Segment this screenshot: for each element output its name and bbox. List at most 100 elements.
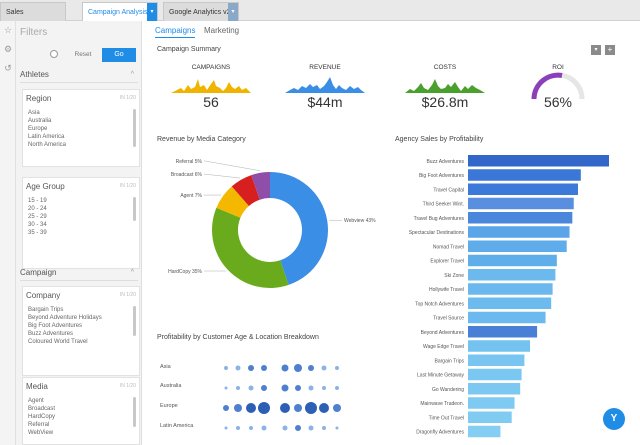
donut-slice[interactable] <box>212 207 289 288</box>
bubble[interactable] <box>321 365 327 371</box>
bar[interactable] <box>468 411 512 424</box>
list-item[interactable]: 30 - 34 <box>28 222 47 228</box>
history-icon[interactable]: ↺ <box>4 63 12 73</box>
bubble[interactable] <box>322 426 326 430</box>
list-item[interactable]: Latin America <box>28 134 65 140</box>
chevron-down-icon[interactable]: ▾ <box>228 3 238 21</box>
donut-slice[interactable] <box>216 186 249 218</box>
scrollbar[interactable] <box>133 197 136 221</box>
bubble[interactable] <box>281 384 289 392</box>
bubble[interactable] <box>322 386 326 390</box>
bar[interactable] <box>468 183 578 196</box>
gear-icon[interactable]: ⚙ <box>3 44 13 54</box>
bar[interactable] <box>468 155 609 167</box>
bar[interactable] <box>468 326 538 338</box>
bar[interactable] <box>468 254 557 267</box>
bar[interactable] <box>468 269 556 281</box>
bar[interactable] <box>468 197 574 210</box>
list-item[interactable]: Europe <box>28 126 48 132</box>
bubble[interactable] <box>224 426 228 430</box>
go-button[interactable]: Go <box>102 48 136 62</box>
bubble[interactable] <box>281 364 289 372</box>
bubble[interactable] <box>308 365 314 371</box>
bar[interactable] <box>468 383 521 395</box>
list-item[interactable]: Buzz Adventures <box>28 331 74 337</box>
bubble[interactable] <box>305 402 317 414</box>
chevron-down-icon[interactable]: ▾ <box>147 3 157 21</box>
donut-slice[interactable] <box>251 172 270 200</box>
list-item[interactable]: WebView <box>28 430 54 436</box>
bar[interactable] <box>468 240 567 253</box>
bubble[interactable] <box>224 386 228 390</box>
bar[interactable] <box>468 226 570 238</box>
bubble[interactable] <box>249 426 253 430</box>
donut-slice[interactable] <box>270 172 329 285</box>
list-item[interactable]: 20 - 24 <box>28 206 47 212</box>
help-button[interactable]: Y <box>603 408 625 430</box>
list-item[interactable]: Broadcast <box>28 406 56 412</box>
bubble[interactable] <box>261 425 267 431</box>
bubble[interactable] <box>295 385 301 391</box>
bar[interactable] <box>468 212 573 224</box>
bubble[interactable] <box>280 403 290 413</box>
scrollbar[interactable] <box>133 306 136 336</box>
chevron-down-icon[interactable]: ▾ <box>591 45 601 55</box>
bubble[interactable] <box>335 366 339 370</box>
tab-sales-performance[interactable]: Sales Performance <box>0 2 66 35</box>
star-icon[interactable]: ☆ <box>3 25 13 35</box>
bubble[interactable] <box>308 385 314 391</box>
bubble[interactable] <box>333 404 341 412</box>
bubble[interactable] <box>335 426 339 430</box>
bubble[interactable] <box>294 404 302 412</box>
bubble[interactable] <box>335 386 339 390</box>
list-item[interactable]: 25 - 29 <box>28 214 47 220</box>
list-item[interactable]: Coloured World Travel <box>28 339 88 345</box>
bar[interactable] <box>468 397 515 409</box>
scrollbar[interactable] <box>133 109 136 147</box>
bar[interactable] <box>468 354 525 367</box>
bar[interactable] <box>468 169 581 181</box>
bar[interactable] <box>468 283 553 295</box>
bubble[interactable] <box>308 425 314 431</box>
tab-campaigns[interactable]: Campaigns <box>155 26 196 38</box>
bubble[interactable] <box>224 366 228 370</box>
list-item[interactable]: Agent <box>28 398 44 404</box>
reset-button[interactable]: Reset <box>74 51 92 58</box>
bubble[interactable] <box>236 426 240 430</box>
athletes-header[interactable]: Athletes ^ <box>20 67 138 83</box>
list-item[interactable]: Asia <box>28 110 40 116</box>
bar[interactable] <box>468 368 522 381</box>
bubble[interactable] <box>261 385 267 391</box>
list-item[interactable]: Bargain Trips <box>28 307 64 313</box>
bubble[interactable] <box>248 385 254 391</box>
bar[interactable] <box>468 297 552 310</box>
bubble[interactable] <box>234 404 242 412</box>
list-item[interactable]: 35 - 39 <box>28 230 47 236</box>
bar[interactable] <box>468 425 501 438</box>
bubble[interactable] <box>294 364 302 372</box>
chevron-up-icon[interactable]: ^ <box>130 71 134 78</box>
tab-google-analytics[interactable]: Google Analytics v2 ▾ <box>163 2 239 21</box>
tab-campaign-analysis[interactable]: Campaign Analysis ▾ <box>82 2 158 21</box>
list-item[interactable]: Australia <box>28 118 52 124</box>
bubble[interactable] <box>248 365 254 371</box>
bubble[interactable] <box>246 403 256 413</box>
list-item[interactable]: Big Foot Adventures <box>28 323 83 329</box>
bubble[interactable] <box>236 386 240 390</box>
donut-slice[interactable] <box>231 175 260 206</box>
list-item[interactable]: North America <box>28 142 67 148</box>
bubble[interactable] <box>261 365 267 371</box>
add-icon[interactable]: + <box>605 45 615 55</box>
bubble[interactable] <box>319 403 329 413</box>
bubble[interactable] <box>295 425 301 431</box>
campaign-header[interactable]: Campaign ^ <box>20 265 138 281</box>
list-item[interactable]: Beyond Adventure Holidays <box>28 315 102 321</box>
bar[interactable] <box>468 340 531 352</box>
chevron-up-icon[interactable]: ^ <box>130 269 134 276</box>
bubble[interactable] <box>223 405 229 411</box>
toggle-icon[interactable] <box>50 50 58 58</box>
bubble[interactable] <box>282 425 288 431</box>
scrollbar[interactable] <box>133 397 136 427</box>
list-item[interactable]: Referral <box>28 422 50 428</box>
bubble[interactable] <box>258 402 270 414</box>
